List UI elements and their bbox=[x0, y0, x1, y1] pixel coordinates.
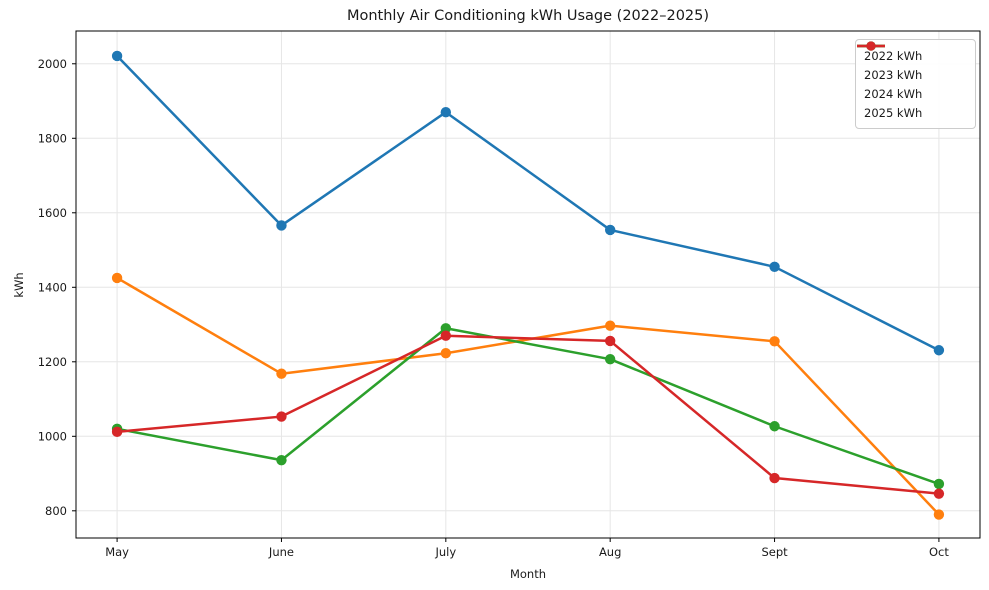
legend-label: 2023 kWh bbox=[864, 67, 923, 82]
data-point-2023-kwh-sept bbox=[769, 336, 780, 347]
legend-item-2023-kwh: 2023 kWh bbox=[857, 41, 967, 84]
y-tick-label: 2000 bbox=[38, 57, 67, 71]
data-point-2024-kwh-sept bbox=[769, 421, 780, 432]
data-point-2022-kwh-aug bbox=[604, 224, 616, 236]
data-point-2023-kwh-oct bbox=[933, 509, 945, 520]
data-point-2025-kwh-sept bbox=[769, 472, 780, 484]
chart-title: Monthly Air Conditioning kWh Usage (2022… bbox=[346, 8, 710, 24]
y-tick-label: 1000 bbox=[38, 429, 67, 443]
x-tick-label: June bbox=[268, 545, 294, 559]
data-point-2025-kwh-aug bbox=[604, 335, 616, 347]
x-tick-label: Oct bbox=[929, 545, 949, 559]
data-point-2023-kwh-may bbox=[111, 272, 123, 284]
data-point-2024-kwh-aug bbox=[604, 353, 616, 365]
data-point-2022-kwh-july bbox=[440, 107, 452, 118]
x-tick-label: Aug bbox=[599, 545, 621, 559]
data-point-2022-kwh-may bbox=[111, 50, 123, 62]
legend-label: 2022 kWh bbox=[864, 48, 923, 63]
y-tick-label: 1400 bbox=[38, 280, 67, 294]
data-point-2023-kwh-aug bbox=[604, 320, 616, 331]
data-point-2025-kwh-oct bbox=[933, 488, 945, 499]
data-point-2025-kwh-may bbox=[111, 426, 123, 438]
legend-item-2025-kwh: 2025 kWh bbox=[857, 41, 967, 122]
data-point-2024-kwh-july bbox=[440, 323, 452, 334]
legend-label: 2024 kWh bbox=[864, 86, 923, 101]
data-point-2023-kwh-july bbox=[440, 348, 452, 359]
data-point-2022-kwh-june bbox=[276, 220, 287, 231]
series-line-2022-kwh bbox=[115, 54, 941, 352]
y-axis-label: kWh bbox=[12, 272, 26, 298]
y-tick-label: 1800 bbox=[38, 131, 67, 145]
y-tick-label: 1600 bbox=[38, 206, 67, 220]
y-tick-label: 800 bbox=[45, 504, 67, 518]
series-line-2023-kwh bbox=[115, 276, 941, 516]
data-point-2025-kwh-july bbox=[440, 330, 452, 341]
legend: 2022 kWh 2023 kWh 2024 kWh 2025 kWh bbox=[855, 39, 976, 129]
legend-item-2024-kwh: 2024 kWh bbox=[857, 41, 967, 103]
x-axis-label: Month bbox=[509, 567, 547, 581]
data-point-2023-kwh-june bbox=[276, 368, 287, 379]
data-point-2025-kwh-june bbox=[276, 411, 287, 422]
x-tick-label: July bbox=[434, 545, 456, 559]
legend-swatch-icon bbox=[857, 41, 885, 51]
series-line-2025-kwh bbox=[115, 334, 941, 495]
series-line-2024-kwh bbox=[115, 327, 941, 486]
data-point-2024-kwh-june bbox=[276, 454, 287, 466]
y-tick-label: 1200 bbox=[38, 355, 67, 369]
data-point-2022-kwh-sept bbox=[769, 261, 780, 273]
data-point-2022-kwh-oct bbox=[933, 345, 945, 356]
axes-frame bbox=[75, 30, 981, 539]
x-tick-label: Sept bbox=[761, 545, 788, 559]
data-point-2024-kwh-oct bbox=[933, 478, 945, 490]
x-tick-label: May bbox=[105, 545, 129, 559]
legend-label: 2025 kWh bbox=[864, 105, 923, 120]
